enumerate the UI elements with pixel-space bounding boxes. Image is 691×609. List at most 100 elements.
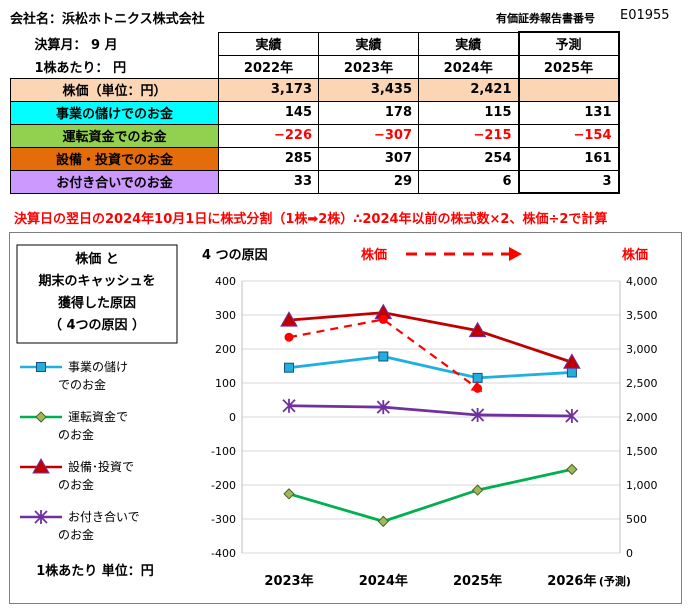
per-share-label: 1株あたり： 円 <box>34 60 127 76</box>
company-name: 会社名：浜松ホトニクス株式会社 <box>10 12 205 27</box>
cell-value: 3,173 <box>218 77 319 102</box>
y-left-tick-label: 400 <box>215 275 236 288</box>
split-note: 決算日の翌日の2024年10月1日に株式分割（1株➡2株）∴2024年以前の株式… <box>14 212 608 227</box>
col-kind: 実績 <box>318 31 419 56</box>
row-label: 運転資金でのお金 <box>10 123 219 148</box>
data-point <box>283 488 295 500</box>
legend-label: のお金 <box>58 477 94 492</box>
y-right-tick-label: 1,500 <box>626 445 658 458</box>
col-year: 2022年 <box>218 54 319 79</box>
caption-line: 期末のキャッシュを <box>38 273 155 289</box>
y-right-tick-label: 0 <box>626 547 633 560</box>
stock-arrow-head <box>509 247 522 261</box>
series-line <box>288 311 573 364</box>
data-point <box>34 510 48 524</box>
chart-caption-box <box>16 244 178 344</box>
cell-value: 307 <box>318 146 419 171</box>
y-left-tick-label: -400 <box>211 547 236 560</box>
data-point <box>566 463 578 476</box>
data-point <box>284 362 294 373</box>
data-point <box>32 457 50 474</box>
table-header-row-year: 1株あたり： 円 2022年 2023年 2024年 2025年 <box>11 54 620 79</box>
y-left-tick-label: 0 <box>229 411 236 424</box>
legend-label: 運転資金で <box>68 409 128 424</box>
series <box>280 303 581 369</box>
y-right-tick-label: 2,000 <box>626 411 658 424</box>
series <box>283 463 578 528</box>
cell-value: 145 <box>218 100 319 125</box>
caption-line: 株価 と <box>75 251 119 267</box>
cell-value <box>517 77 620 102</box>
table-row: 運転資金でのお金 −226 −307 −215 −154 <box>10 123 620 148</box>
cell-value: 33 <box>218 169 319 194</box>
x-tick-label: 2023年 <box>264 573 313 589</box>
table-row: 事業の儲けでのお金 145 178 115 131 <box>10 100 620 125</box>
data-point <box>470 407 485 422</box>
x-tick-label: 2026年 <box>547 573 596 589</box>
y-left-tick-label: -100 <box>211 445 236 458</box>
caption-line: （ 4つの原因 ） <box>49 317 145 333</box>
cell-value: −307 <box>318 123 419 148</box>
financial-table: 決算月： 9 月 実績 実績 実績 予測 1株あたり： 円 2022年 2023… <box>10 31 620 194</box>
y-right-tick-label: 500 <box>626 513 647 526</box>
caption-line: 獲得した原因 <box>58 295 136 311</box>
y-right-tick-label: 1,000 <box>626 479 658 492</box>
legend-label: 設備･投資で <box>68 459 134 474</box>
cell-value: 115 <box>418 100 519 125</box>
data-point <box>36 362 46 372</box>
unit-label: 1株あたり 単位：円 <box>36 563 154 579</box>
data-point <box>284 332 294 342</box>
row-label: 事業の儲けでのお金 <box>10 100 219 125</box>
cell-value: 2,421 <box>418 77 519 102</box>
stock-arrow-label: 株価 <box>361 247 387 263</box>
chart-panel: 株価 と 期末のキャッシュを 獲得した原因 （ 4つの原因 ） 4 つの原因 株… <box>9 232 682 604</box>
cell-value: 254 <box>418 146 519 171</box>
y-right-tick-label: 2,500 <box>626 377 658 390</box>
data-point <box>468 321 487 338</box>
right-axis-label: 株価 <box>622 247 648 263</box>
series <box>284 351 577 383</box>
col-year: 2023年 <box>318 54 419 79</box>
cell-value: −215 <box>418 123 519 148</box>
report-number: E01955 <box>620 8 670 23</box>
legend-label: でのお金 <box>58 377 106 392</box>
legend-label: お付き合いで <box>68 509 140 524</box>
data-point <box>377 515 390 528</box>
x-tick-label: 2025年 <box>453 573 502 589</box>
cell-value: 161 <box>517 146 620 171</box>
data-point <box>378 314 388 324</box>
table-row: 株価（単位：円） 3,173 3,435 2,421 <box>10 77 620 102</box>
col-kind-forecast: 予測 <box>517 31 620 55</box>
row-label: 設備・投資でのお金 <box>10 146 219 171</box>
cell-value: 3 <box>517 169 620 194</box>
cell-value: 29 <box>318 169 419 194</box>
gridlines <box>242 280 620 554</box>
chart-svg: 株価 と 期末のキャッシュを 獲得した原因 （ 4つの原因 ） 4 つの原因 株… <box>16 244 658 589</box>
data-point <box>376 400 390 415</box>
series-line <box>288 404 572 418</box>
y-right-tick-label: 4,000 <box>626 275 658 288</box>
data-point <box>565 408 579 423</box>
report-number-label: 有価証券報告書番号 <box>496 12 595 25</box>
data-point <box>566 367 577 378</box>
y-left-tick-label: 300 <box>215 309 236 322</box>
forecast-suffix: (予測) <box>599 574 631 588</box>
series-layer <box>280 303 581 528</box>
y-left-tick-label: 100 <box>215 377 236 390</box>
cell-value: 178 <box>318 100 419 125</box>
table-row: 設備・投資でのお金 285 307 254 161 <box>10 146 620 171</box>
cell-value: −154 <box>517 123 620 148</box>
data-point <box>563 353 581 369</box>
cell-value: 285 <box>218 146 319 171</box>
cell-value: 3,435 <box>318 77 419 102</box>
cell-value: −226 <box>218 123 319 148</box>
table-header-row-kind: 決算月： 9 月 実績 実績 実績 予測 <box>11 31 620 56</box>
y-left-tick-label: 200 <box>215 343 236 356</box>
col-kind: 実績 <box>218 31 319 56</box>
y-left-tick-label: -300 <box>211 513 236 526</box>
row-label: 株価（単位：円） <box>10 77 219 102</box>
table-row: お付き合いでのお金 33 29 6 3 <box>10 169 620 194</box>
legend-label: のお金 <box>58 527 94 542</box>
x-tick-label: 2024年 <box>359 573 408 589</box>
